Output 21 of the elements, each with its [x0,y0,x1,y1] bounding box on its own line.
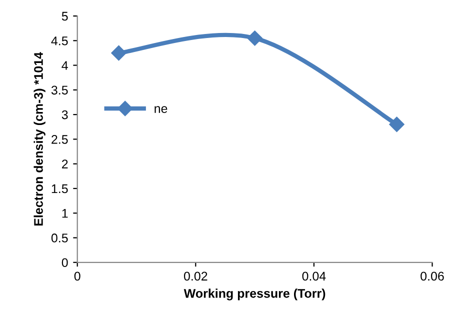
y-tick-label: 2.5 [52,135,68,144]
point [247,30,262,46]
y-tick-label: 3 [62,110,68,120]
y-tick-label: 0.5 [51,234,68,242]
y-tick-label: 4.5 [51,36,68,46]
y-tick-label: 5 [62,12,68,21]
point [389,116,404,132]
y-tick-label: 0 [62,258,68,268]
x-tick-label: 0.04 [302,272,326,281]
y-tick-label: 1 [62,209,68,218]
legend-label: ne [154,106,168,113]
point [111,45,126,61]
x-tick-label: 0 [74,272,80,281]
y-axis-title: Electron density (cm-3) *1014 [34,52,46,226]
x-axis-title: Working pressure (Torr) [184,288,326,300]
y-tick-label: 2 [62,160,68,168]
y-tick-label: 1.5 [52,184,68,194]
x-tick-label: 0.02 [184,272,208,281]
x-tick-label: 0.06 [420,272,444,281]
y-tick-label: 4 [62,61,68,70]
y-tick-label: 3.5 [51,86,68,95]
